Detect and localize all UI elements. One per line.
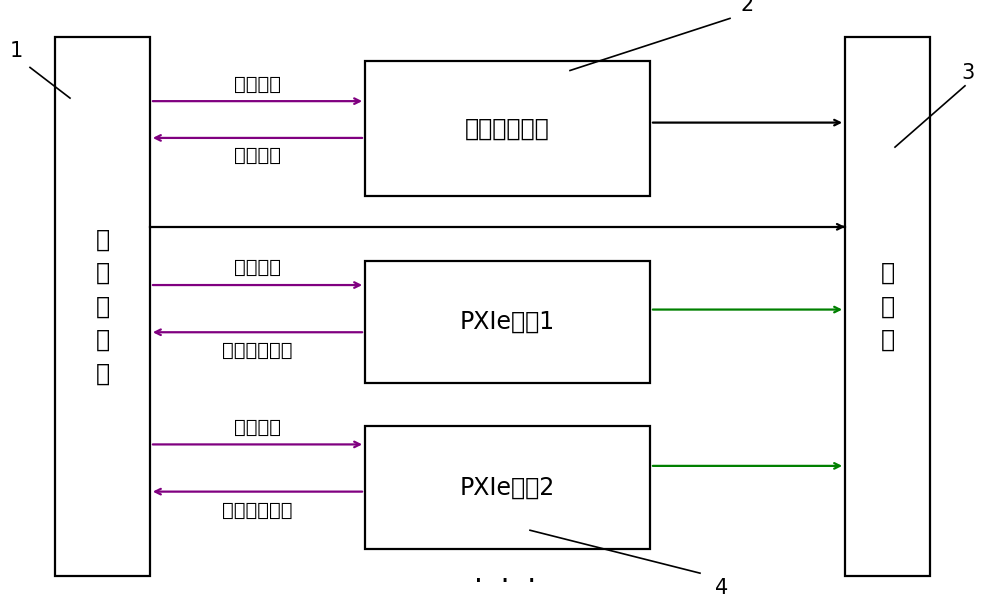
Text: 1: 1 xyxy=(10,41,23,61)
Bar xyxy=(365,61,650,196)
Text: PXIe节点1: PXIe节点1 xyxy=(460,310,555,334)
Bar xyxy=(365,261,650,383)
Bar xyxy=(845,37,930,576)
Bar xyxy=(55,37,150,576)
Text: 数据库服务器: 数据库服务器 xyxy=(465,116,550,141)
Text: 数据采集文件: 数据采集文件 xyxy=(222,341,293,360)
Text: 3: 3 xyxy=(962,63,975,83)
Text: 参数存储: 参数存储 xyxy=(234,75,281,93)
Text: 查询结果: 查询结果 xyxy=(234,146,281,164)
Text: 数据采集文件: 数据采集文件 xyxy=(222,501,293,519)
Text: 参数赋值: 参数赋值 xyxy=(234,418,281,436)
Text: ·  ·  ·: · · · xyxy=(474,568,536,596)
Text: 4: 4 xyxy=(715,578,728,598)
Text: 2: 2 xyxy=(740,0,753,15)
Bar xyxy=(365,426,650,549)
Text: 主
控
计
算
机: 主 控 计 算 机 xyxy=(95,227,110,386)
Text: PXIe节点2: PXIe节点2 xyxy=(460,475,555,500)
Text: 局
域
网: 局 域 网 xyxy=(880,261,895,352)
Text: 参数赋值: 参数赋值 xyxy=(234,259,281,277)
